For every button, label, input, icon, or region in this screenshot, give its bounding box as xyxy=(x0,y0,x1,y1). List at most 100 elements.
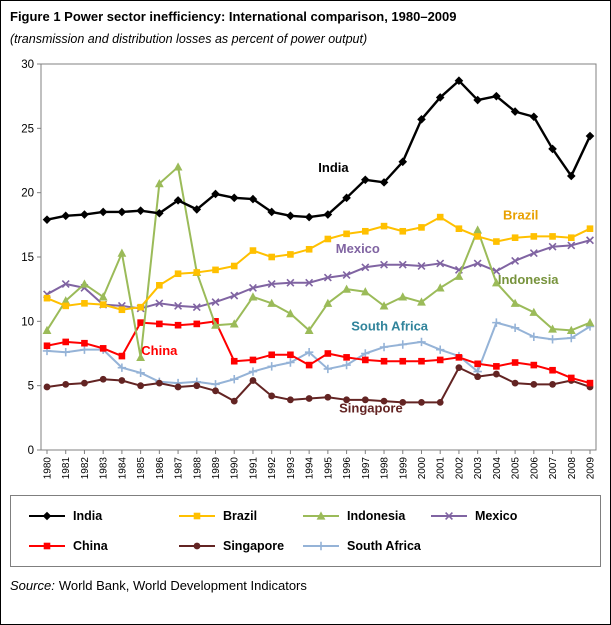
x-marker xyxy=(286,278,295,287)
square-marker xyxy=(174,321,182,329)
x-marker xyxy=(305,278,314,287)
square-marker xyxy=(305,245,313,253)
plus-marker xyxy=(398,340,407,349)
triangle-marker xyxy=(42,325,52,334)
circle-marker xyxy=(436,398,444,406)
triangle-marker xyxy=(435,283,445,292)
x-marker xyxy=(192,303,201,312)
x-axis-tick-label: 1993 xyxy=(286,457,297,480)
plus-marker xyxy=(361,349,370,358)
triangle-marker xyxy=(316,511,326,520)
square-legend-marker-icon xyxy=(29,542,65,550)
diamond-marker xyxy=(473,95,482,105)
square-marker xyxy=(43,294,51,302)
square-marker xyxy=(156,282,163,289)
triangle-marker xyxy=(211,320,220,329)
triangle-marker xyxy=(323,298,333,307)
diamond-marker xyxy=(323,210,333,219)
x-axis-tick-label: 2001 xyxy=(436,457,447,480)
legend-label: Mexico xyxy=(475,509,518,523)
square-marker xyxy=(493,363,500,370)
circle-marker xyxy=(99,375,107,383)
square-marker xyxy=(586,379,594,387)
square-marker xyxy=(455,225,463,232)
circle-marker xyxy=(549,380,556,388)
diamond-marker xyxy=(585,131,595,141)
y-axis: 0 5 10 15 20 25 30 xyxy=(21,59,41,457)
square-marker xyxy=(324,235,332,243)
x-marker xyxy=(323,273,332,282)
series-line xyxy=(46,321,591,386)
circle-marker xyxy=(230,397,238,405)
triangle-marker xyxy=(360,287,370,296)
square-legend-marker-icon xyxy=(179,512,215,520)
diamond-marker xyxy=(435,93,445,102)
square-marker xyxy=(174,270,182,278)
x-marker xyxy=(417,262,426,270)
square-marker xyxy=(268,351,275,359)
x-axis-tick-label: 1992 xyxy=(267,457,278,480)
square-marker xyxy=(436,213,444,221)
square-marker xyxy=(305,361,313,369)
square-marker xyxy=(193,512,201,520)
figure-subtitle: (transmission and distribution losses as… xyxy=(10,32,368,46)
square-marker xyxy=(493,238,500,245)
square-marker xyxy=(137,303,144,311)
diamond-marker xyxy=(173,196,183,205)
x-marker xyxy=(436,259,445,268)
circle-marker xyxy=(305,395,313,402)
circle-marker xyxy=(193,542,201,550)
y-axis-tick-label: 20 xyxy=(21,188,34,200)
x-axis-tick-label: 1991 xyxy=(248,457,259,480)
plus-marker xyxy=(80,345,89,354)
diamond-marker xyxy=(229,193,239,203)
triangle-marker xyxy=(117,248,127,257)
diamond-marker xyxy=(566,171,576,181)
x-axis-tick-label: 1998 xyxy=(380,457,391,480)
diamond-marker xyxy=(304,212,314,222)
x-legend-marker-icon xyxy=(431,512,467,520)
square-marker xyxy=(193,269,201,276)
x-axis-tick-label: 2002 xyxy=(454,457,465,480)
square-marker xyxy=(455,354,463,361)
x-marker xyxy=(249,283,257,292)
circle-marker xyxy=(268,392,276,400)
diamond-marker xyxy=(42,511,52,521)
plus-marker xyxy=(316,541,326,551)
legend: India Brazil Indonesia Mexico China Singapore… xyxy=(10,495,601,567)
triangle-marker xyxy=(585,318,595,327)
source-note: Source: World Bank, World Development Ind… xyxy=(10,578,601,593)
circle-legend-marker-icon xyxy=(179,542,215,550)
square-marker xyxy=(474,233,481,240)
series-label-south-africa: South Africa xyxy=(351,318,429,333)
x-marker xyxy=(267,280,276,288)
x-axis-tick-label: 1981 xyxy=(61,457,72,480)
triangle-marker xyxy=(136,352,146,361)
circle-marker xyxy=(174,383,182,391)
square-marker xyxy=(43,542,51,550)
triangle-marker xyxy=(61,296,71,305)
circle-marker xyxy=(455,364,463,372)
circle-marker xyxy=(380,397,388,405)
square-marker xyxy=(343,230,350,238)
x-marker xyxy=(61,280,70,288)
circle-marker xyxy=(530,380,538,388)
x-marker xyxy=(511,256,520,265)
plus-marker xyxy=(248,367,258,376)
square-marker xyxy=(43,342,51,350)
square-marker xyxy=(118,306,126,314)
x-axis-tick-label: 1999 xyxy=(398,457,409,480)
triangle-marker xyxy=(379,301,389,310)
legend-label: Indonesia xyxy=(347,509,406,523)
square-marker xyxy=(81,339,88,347)
x-marker xyxy=(174,301,183,310)
x-axis-tick-label: 1987 xyxy=(174,457,185,480)
square-marker xyxy=(567,374,575,382)
series-label-china: China xyxy=(141,343,178,358)
square-marker xyxy=(418,357,425,365)
diamond-marker xyxy=(155,208,164,218)
square-marker xyxy=(418,224,425,231)
x-axis-tick-label: 1984 xyxy=(117,457,128,480)
diamond-marker xyxy=(492,91,501,101)
triangle-marker xyxy=(229,319,239,328)
